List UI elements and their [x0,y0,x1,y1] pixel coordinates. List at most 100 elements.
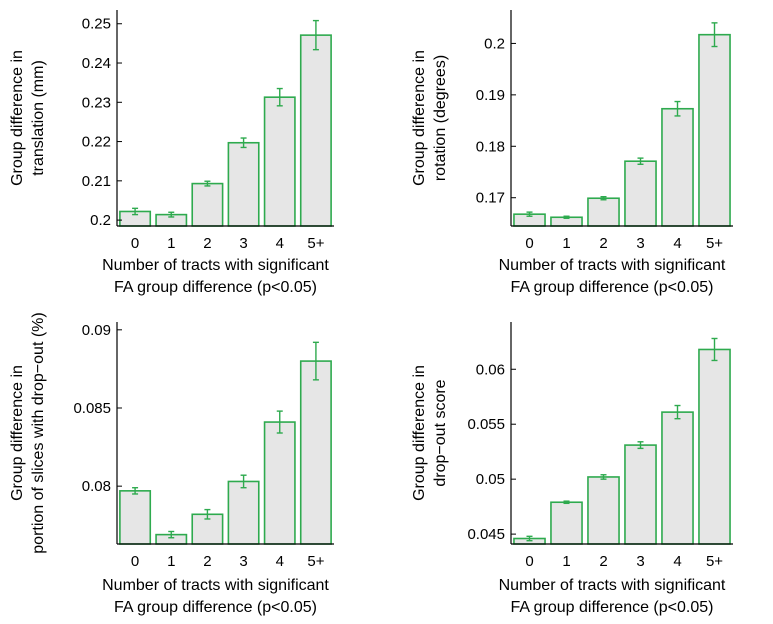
x-tick-label: 2 [599,553,607,570]
y-tick-label: 0.09 [82,322,111,339]
error-bar-0 [526,535,533,542]
error-bar-1 [168,211,175,218]
x-axis-label-line: FA group difference (p<0.05) [511,599,714,616]
y-tick-label: 0.18 [476,138,505,155]
y-axis-label: Group difference in drop−out score [411,365,449,501]
bar-2 [587,197,620,227]
panel-translation: 0 1 2 3 4 5+ 0.2 0.21 0.22 0.23 0.24 0.25 Group diff… [9,10,334,296]
error-bar-4 [276,410,283,434]
x-tick-label: 0 [525,235,533,252]
x-axis-label-line: FA group difference (p<0.05) [511,279,714,296]
error-bar-5plus [312,341,319,381]
bar-4 [661,411,694,545]
x-tick-label: 3 [636,235,644,252]
y-tick-label: 0.24 [82,55,111,72]
x-tick-label: 3 [239,553,247,570]
y-tick-label: 0.085 [73,400,111,417]
y-tick-label: 0.19 [476,87,505,104]
y-tick-label: 0.23 [82,94,111,111]
x-axis-label-line: Number of tracts with significant [102,257,329,274]
y-tick-label: 0.08 [82,478,111,495]
error-bar-5plus [711,22,718,48]
x-tick-label: 4 [673,235,681,252]
error-bar-2 [204,180,211,187]
y-tick-label: 0.17 [476,190,505,207]
x-tick-label: 2 [599,235,607,252]
y-tick-label: 0.055 [467,416,505,433]
x-axis-label-line: Number of tracts with significant [102,577,329,594]
y-axis-label-line: Group difference in [411,365,428,501]
x-tick-label: 5+ [706,553,723,570]
bar-0 [119,490,152,545]
x-axis-label-line: Number of tracts with significant [499,577,726,594]
bar-1 [550,501,583,545]
x-axis-label: Number of tracts with significant FA grou… [102,577,329,616]
panel-slices-dropout: 0 1 2 3 4 5+ 0.08 0.085 0.09 Group difference in p… [9,312,334,616]
y-tick-label: 0.045 [467,526,505,543]
bar-5plus [698,33,731,227]
x-tick-label: 2 [203,553,211,570]
bar-4 [661,107,694,227]
x-tick-label: 1 [167,235,175,252]
x-tick-label: 3 [239,235,247,252]
x-axis-label: Number of tracts with significant FA grou… [102,257,329,296]
error-bar-3 [637,441,644,450]
bar-3 [624,160,657,227]
panel-rotation: 0 1 2 3 4 5+ 0.17 0.18 0.19 0.2 Group difference i… [411,10,733,296]
x-axis-label-line: Number of tracts with significant [499,257,726,274]
error-bar-1 [563,500,570,505]
bar-3 [624,444,657,545]
panel-dropout-score: 0 1 2 3 4 5+ 0.045 0.05 0.055 0.06 Group differenc… [411,322,733,616]
bar-4 [263,421,296,545]
x-tick-label: 5+ [706,235,723,252]
bar-3 [227,141,260,227]
bar-2 [191,182,224,227]
y-tick-label: 0.06 [476,361,505,378]
x-tick-label: 1 [562,235,570,252]
y-axis-label-line: Group difference in [9,365,26,501]
x-tick-label: 0 [131,235,139,252]
x-tick-label: 2 [203,235,211,252]
y-axis-label: Group difference in translation (mm) [9,50,47,186]
error-bar-3 [637,157,644,165]
x-axis-label: Number of tracts with significant FA grou… [499,577,726,616]
error-bar-3 [240,474,247,489]
y-axis-label-line: portion of slices with drop−out (%) [30,312,47,553]
error-bar-0 [132,207,139,216]
x-tick-label: 5+ [307,553,324,570]
error-bar-2 [204,508,211,520]
error-bar-2 [600,474,607,480]
x-tick-label: 3 [636,553,644,570]
y-axis-label-line: Group difference in [411,50,428,186]
error-bar-2 [600,195,607,201]
error-bar-3 [240,137,247,149]
bar-2 [587,476,620,545]
error-bar-5plus [711,337,718,362]
x-axis-label-line: FA group difference (p<0.05) [114,599,317,616]
bar-3 [227,480,260,545]
error-bar-4 [674,404,681,420]
x-axis-label-line: FA group difference (p<0.05) [114,279,317,296]
error-bar-5plus [312,19,319,51]
x-tick-label: 0 [525,553,533,570]
y-axis-label-line: Group difference in [9,50,26,186]
y-tick-label: 0.2 [90,212,111,229]
x-tick-label: 4 [276,235,284,252]
y-tick-label: 0.05 [476,471,505,488]
x-tick-label: 1 [562,553,570,570]
error-bar-0 [132,487,139,495]
bar-4 [263,96,296,227]
error-bar-1 [563,215,570,219]
y-tick-label: 0.2 [484,35,505,52]
x-tick-label: 4 [276,553,284,570]
y-axis-label: Group difference in rotation (degrees) [411,50,449,186]
bar-5plus [698,348,731,545]
x-tick-label: 1 [167,553,175,570]
y-tick-label: 0.25 [82,16,111,33]
y-axis-label-line: translation (mm) [30,60,47,176]
y-tick-label: 0.21 [82,173,111,190]
y-tick-label: 0.22 [82,134,111,151]
x-tick-label: 5+ [307,235,324,252]
x-tick-label: 0 [131,553,139,570]
